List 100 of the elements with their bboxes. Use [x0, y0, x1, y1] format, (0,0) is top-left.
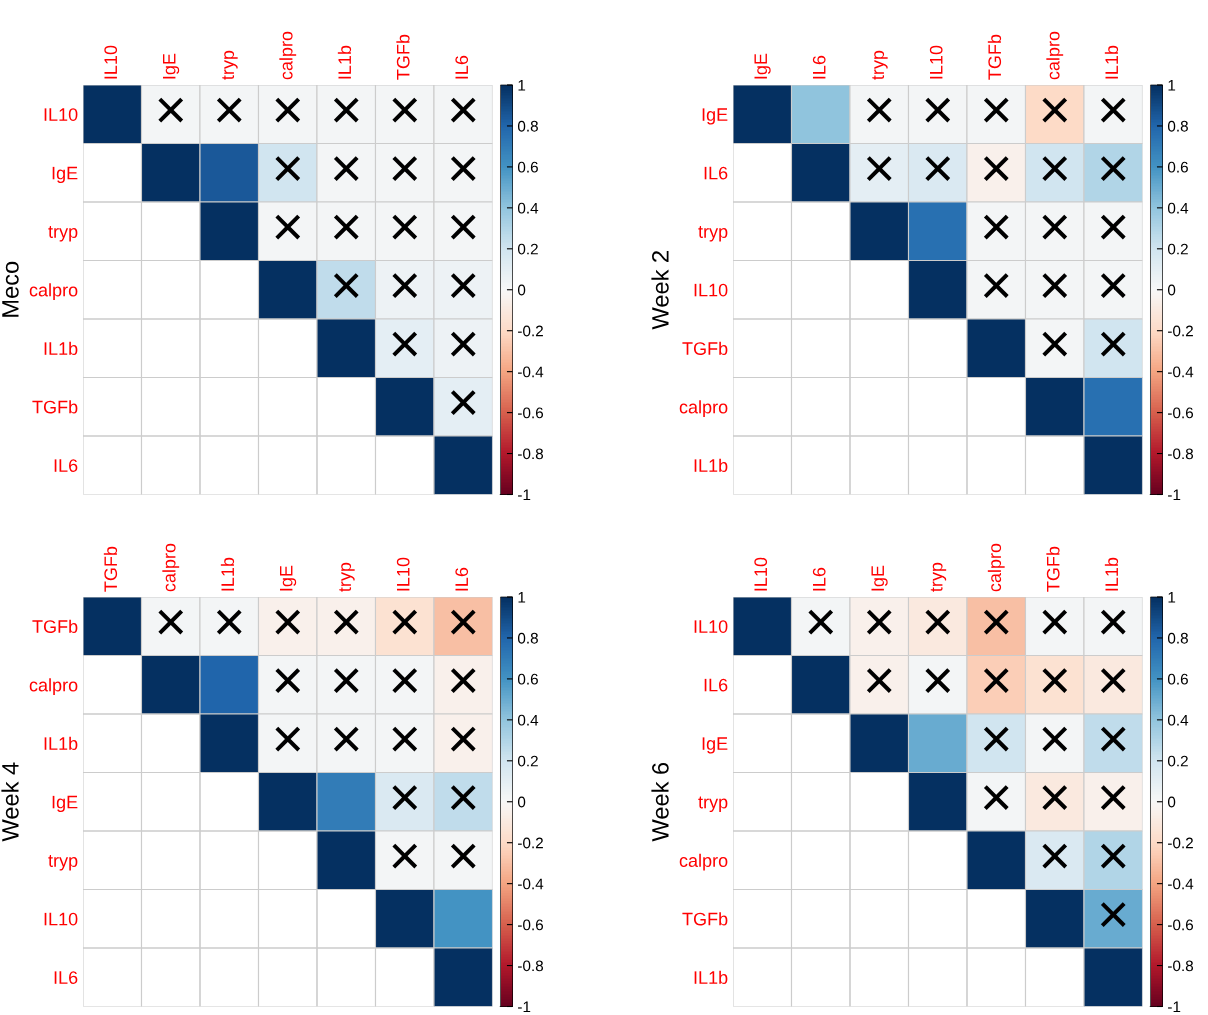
color-bar-label: -0.6 [518, 407, 544, 419]
color-bar-label: 0.6 [517, 161, 538, 173]
data-label: × [983, 609, 1009, 635]
data-label: × [450, 668, 476, 694]
x-tick-label: IL10 [929, 45, 943, 79]
color-bar-label: 1 [1168, 592, 1176, 603]
data-label: × [158, 97, 184, 123]
color-bar-label: 0 [1167, 284, 1176, 296]
data-label: × [983, 156, 1009, 182]
data-label: × [983, 97, 1009, 123]
data-label: × [216, 609, 242, 635]
data-label: × [392, 97, 418, 123]
data-label: × [1042, 843, 1068, 869]
color-bar-label: -1 [518, 1001, 531, 1013]
color-bar-label: 0 [517, 284, 526, 296]
x-tick-label: IgE [280, 565, 297, 591]
data-label: × [158, 609, 184, 635]
data-label: × [392, 785, 418, 811]
color-bar-label: -0.2 [1168, 837, 1193, 849]
x-tick-label: IL1b [337, 45, 352, 79]
y-tick-label: calpro [29, 283, 78, 301]
x-tick-label: IgE [871, 565, 888, 591]
data-label: × [866, 668, 892, 694]
data-label: × [216, 97, 242, 123]
color-bar-label: 0.4 [1167, 714, 1189, 726]
y-tick-label: TGFb [32, 400, 78, 414]
y-tick-label: IgE [702, 737, 728, 754]
data-label: × [808, 609, 834, 635]
color-bar-label: 0.6 [517, 673, 538, 685]
x-tick-label: IL1b [220, 557, 235, 591]
color-bar-label: -0.8 [518, 960, 544, 972]
y-tick-label: IgE [702, 108, 728, 125]
x-tick-label: IL6 [812, 567, 826, 591]
y-tick-label: TGFb [682, 341, 728, 355]
data-label: × [1100, 156, 1126, 182]
color-bar-label: 0.8 [1167, 632, 1188, 644]
data-label: × [1100, 273, 1126, 299]
data-label: × [1100, 609, 1126, 635]
data-label: × [1042, 785, 1068, 811]
data-label: × [392, 156, 418, 182]
x-tick-label: IL10 [104, 45, 118, 79]
data-label: × [450, 609, 476, 635]
x-tick-label: tryp [222, 50, 238, 80]
color-bar-label: -0.6 [1168, 919, 1194, 931]
data-label: × [1100, 785, 1126, 811]
data-label: × [866, 97, 892, 123]
data-label: × [450, 97, 476, 123]
color-bar-label: 0.8 [1167, 120, 1188, 132]
data-label: × [275, 97, 301, 123]
color-bar-label: -0.2 [518, 325, 543, 337]
data-label: × [450, 156, 476, 182]
data-label: × [1100, 726, 1126, 752]
data-label: × [392, 843, 418, 869]
color-bar-label: 0.4 [517, 202, 539, 214]
x-tick-label: IL6 [455, 55, 469, 79]
data-label: × [1042, 726, 1068, 752]
y-tick-label: IgE [52, 166, 78, 184]
y-tick-label: calpro [679, 400, 728, 418]
color-bar-label: 0 [1167, 796, 1176, 808]
color-bar-label: 0.2 [1167, 755, 1188, 767]
y-tick-label: IL1b [44, 341, 78, 355]
data-label: × [333, 214, 359, 240]
data-label: × [333, 273, 359, 299]
data-label: × [925, 97, 951, 123]
color-bar-label: -0.2 [1168, 325, 1193, 337]
y-tick-label: tryp [48, 226, 78, 242]
y-tick-label: calpro [679, 853, 728, 871]
y-tick-label: tryp [698, 226, 728, 242]
x-tick-label: IgE [754, 53, 771, 79]
y-tick-label: TGFb [32, 619, 78, 633]
y-tick-label: IL10 [44, 912, 78, 926]
data-label: × [333, 97, 359, 123]
x-tick-label: calpro [162, 543, 180, 592]
color-bar-label: 0.2 [517, 243, 538, 255]
data-label: × [392, 726, 418, 752]
color-bar-label: -0.4 [518, 366, 544, 378]
y-tick-label: IL6 [704, 166, 728, 180]
data-label: × [333, 668, 359, 694]
data-label: × [450, 785, 476, 811]
data-label: × [450, 390, 476, 416]
y-axis-title: Week 6 [651, 762, 669, 842]
data-label: × [275, 214, 301, 240]
data-label: × [925, 609, 951, 635]
color-bar-label: -0.8 [1168, 960, 1194, 972]
x-tick-label: calpro [987, 543, 1005, 592]
data-label: × [1042, 214, 1068, 240]
x-tick-label: TGFb [103, 546, 118, 592]
data-label: × [450, 214, 476, 240]
data-label: × [983, 668, 1009, 694]
data-label: × [275, 668, 301, 694]
color-bar-label: -1 [1168, 489, 1181, 501]
y-tick-label: IL10 [44, 108, 78, 121]
y-tick-label: IL10 [694, 283, 728, 297]
x-tick-label: IgE [163, 53, 180, 79]
y-axis-title: Week 2 [651, 251, 669, 330]
color-bar-label: 0.4 [517, 714, 539, 726]
data-label: × [1042, 97, 1068, 123]
data-label: × [333, 156, 359, 182]
y-tick-label: IL10 [694, 620, 728, 633]
data-label: × [392, 668, 418, 694]
